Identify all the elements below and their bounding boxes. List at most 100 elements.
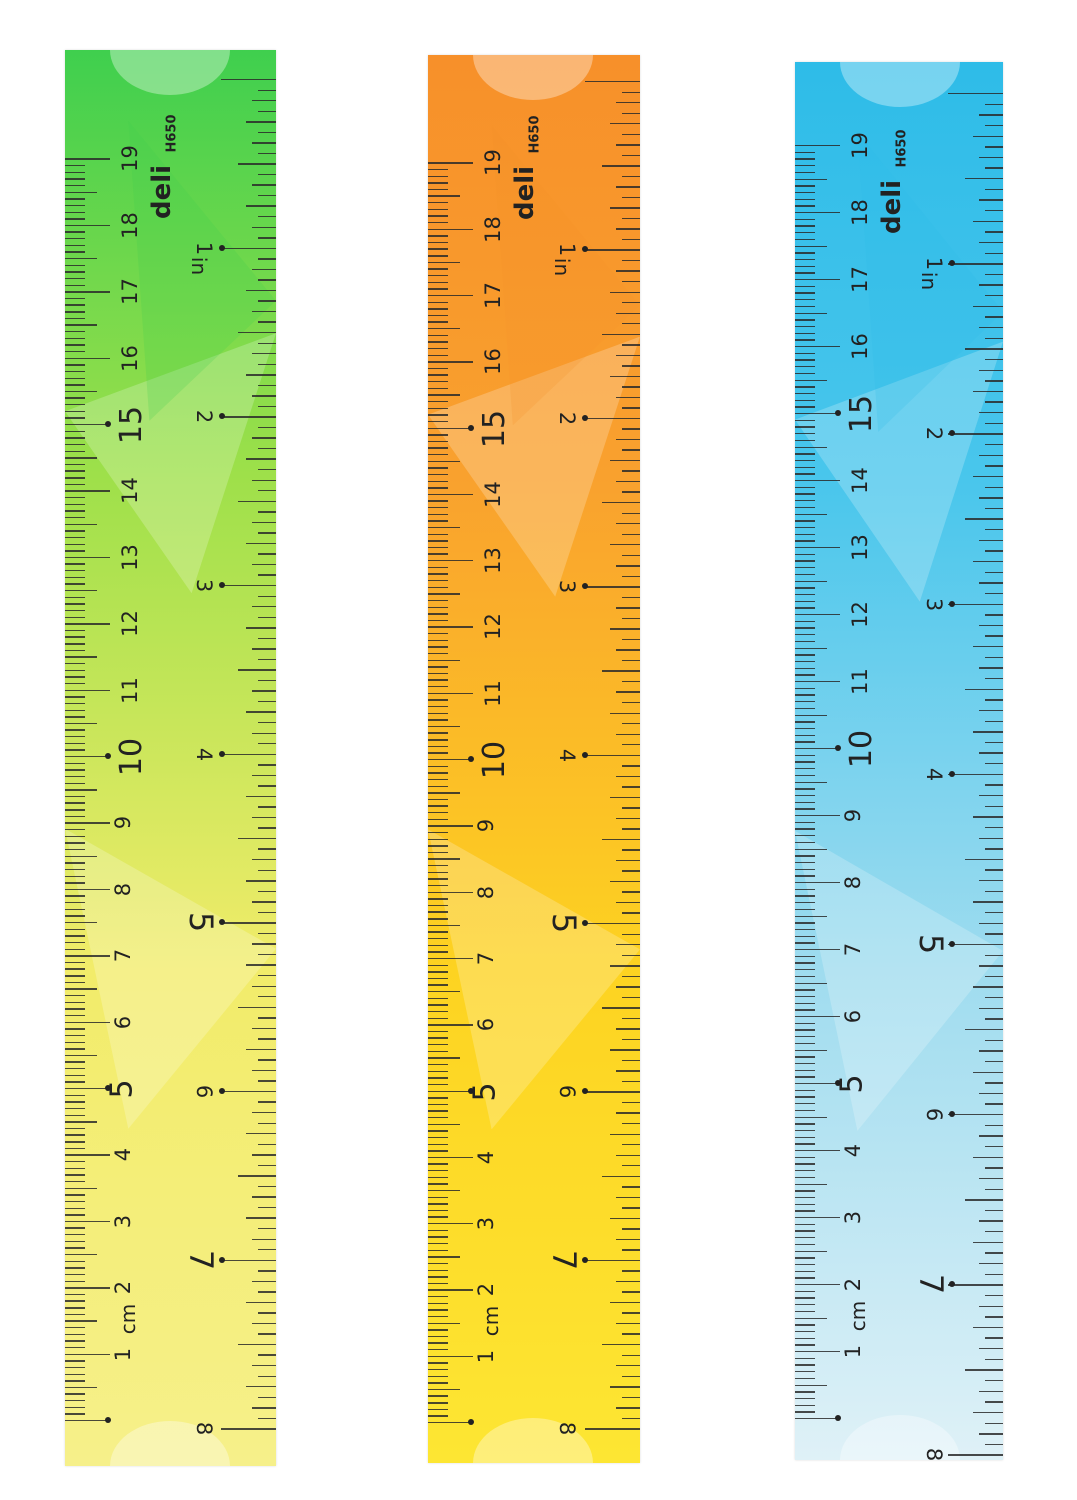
cm-tick <box>795 982 827 984</box>
inch-tick <box>985 1401 1003 1403</box>
inch-tick <box>610 459 640 462</box>
inch-tick <box>622 1249 640 1251</box>
inch-tick <box>616 480 640 483</box>
inch-tick <box>948 263 1003 265</box>
inch-tick <box>965 1369 1003 1371</box>
cm-tick <box>65 224 110 227</box>
inch-tick <box>258 911 276 914</box>
inch-tick <box>622 217 640 220</box>
inch-tick <box>973 646 1003 648</box>
inch-tick <box>258 890 276 893</box>
cm-tick <box>65 842 85 844</box>
cm-tick <box>795 721 815 723</box>
cm-tick <box>428 493 473 496</box>
cm-tick <box>795 252 815 254</box>
cm-tick <box>428 1143 448 1145</box>
inch-tick <box>258 1270 276 1272</box>
cm-tick <box>428 1223 473 1225</box>
cm-tick <box>428 175 448 177</box>
cm-tick <box>65 1161 85 1163</box>
cm-number-label: 7 <box>474 951 499 966</box>
inch-tick <box>622 1080 640 1083</box>
inch-tick <box>965 858 1003 861</box>
inch-tick <box>246 205 276 207</box>
inch-tick <box>979 1348 1003 1350</box>
cm-tick <box>428 997 448 1000</box>
inch-tick <box>252 901 276 903</box>
cm-number-label: 3 <box>111 1214 136 1228</box>
cm-tick <box>795 232 815 234</box>
inch-tick <box>622 870 640 872</box>
cm-tick <box>795 513 827 515</box>
inch-number-label: 5 <box>912 933 951 955</box>
inch-tick <box>258 806 276 808</box>
inch-tick <box>616 144 640 146</box>
inch-tick <box>258 700 276 703</box>
inch-tick <box>585 249 640 251</box>
inch-tick <box>985 486 1003 488</box>
cm-tick <box>428 1408 448 1411</box>
ruler-green: 1 cm 2 3 4 5 6 7 8 9 10 11 12 13 14 15 16 17 18 19 1 in 2 3 4 5 6 7… <box>65 50 276 1466</box>
cm-tick <box>428 1395 448 1397</box>
cm-tick <box>428 918 448 920</box>
cm-tick <box>65 1280 85 1282</box>
inch-tick <box>948 943 1003 946</box>
cm-number-label: 5 <box>104 1079 140 1099</box>
inch-tick <box>622 638 640 641</box>
cm-unit-label: cm <box>479 1305 504 1336</box>
cm-tick <box>795 372 815 375</box>
cm-tick <box>65 636 85 638</box>
inch-tick <box>979 156 1003 159</box>
inch-tick <box>622 1017 640 1020</box>
cm-tick <box>65 218 85 220</box>
inch-tick <box>622 280 640 283</box>
cm-tick <box>65 1386 97 1389</box>
inch-tick <box>985 1316 1003 1318</box>
inch-tick <box>622 849 640 851</box>
model-label: H650 <box>894 129 910 168</box>
inch-tick <box>616 944 640 946</box>
inch-tick <box>985 1209 1003 1212</box>
cm-tick <box>65 556 110 559</box>
inch-tick <box>616 733 640 735</box>
cm-number-label: 14 <box>117 477 142 505</box>
inch-tick <box>948 1454 1003 1456</box>
inch-tick <box>221 1090 276 1093</box>
cm-tick <box>428 1163 448 1165</box>
inch-tick <box>985 890 1003 893</box>
inch-tick <box>985 784 1003 786</box>
inch-tick <box>985 1039 1003 1042</box>
inch-tick <box>979 284 1003 286</box>
cm-tick <box>428 347 448 350</box>
cm-tick <box>428 1269 448 1271</box>
inch-tick <box>258 447 276 450</box>
inch-tick <box>622 701 640 704</box>
cm-tick <box>428 1063 448 1066</box>
cm-tick <box>65 277 85 280</box>
cm-tick <box>428 659 460 661</box>
cm-tick <box>795 1016 840 1018</box>
inch-tick <box>985 273 1003 276</box>
cm-tick <box>795 1170 815 1172</box>
inch-number-label: 8 <box>555 1422 580 1436</box>
cm-tick <box>65 424 110 426</box>
cm-tick <box>795 185 815 187</box>
inch-tick <box>610 291 640 293</box>
cm-tick <box>65 304 85 306</box>
cm-tick <box>795 975 815 978</box>
inch-tick <box>979 965 1003 967</box>
model-label: H650 <box>527 115 543 154</box>
cm-tick <box>795 285 815 288</box>
model-label: H650 <box>164 114 180 153</box>
cm-tick <box>428 699 448 701</box>
cm-number-label: 16 <box>847 333 872 360</box>
cm-tick <box>65 702 85 705</box>
cm-tick <box>795 1384 827 1386</box>
cm-tick <box>65 1094 85 1097</box>
cm-tick <box>428 526 460 529</box>
cm-tick <box>795 1270 815 1272</box>
cm-tick <box>795 962 815 964</box>
inch-number-label: 5 <box>182 912 221 933</box>
inch-tick <box>979 1177 1003 1180</box>
inch-tick <box>246 711 276 713</box>
